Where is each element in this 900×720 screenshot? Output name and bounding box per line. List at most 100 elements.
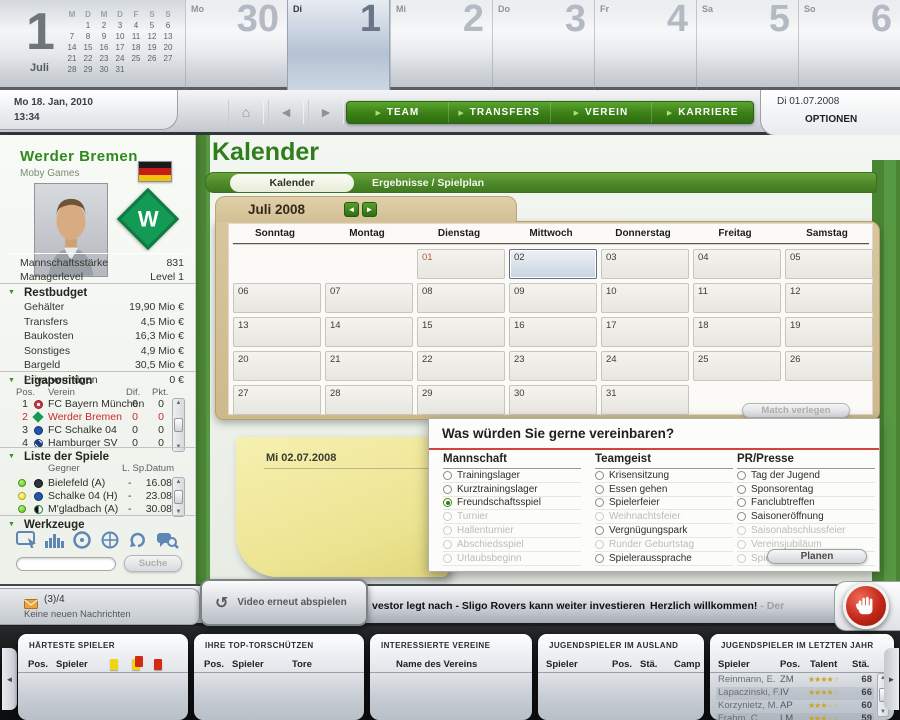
panel-scroll-right-button[interactable]: ► [884, 648, 899, 710]
dialog-option[interactable]: Spielerfeier [595, 497, 733, 511]
calendar-day-21[interactable]: 21 [325, 351, 413, 381]
back-button[interactable]: ◄ [268, 100, 304, 124]
calendar-day-02[interactable]: 02 [509, 249, 597, 279]
menu-item-karriere[interactable]: ▶ KARRIERE [651, 102, 753, 123]
liga-row[interactable]: 4 Hamburger SV 0 0 [0, 437, 170, 450]
dialog-option[interactable]: Sponsorentag [737, 483, 875, 497]
calendar-day-17[interactable]: 17 [601, 317, 689, 347]
day-strip-cell-mi[interactable]: Mi 2 [390, 0, 492, 90]
scroll-up-icon[interactable]: ▲ [175, 479, 182, 485]
section-werkzeuge[interactable]: ▼ Werkzeuge [0, 515, 196, 531]
calendar-day-06[interactable]: 06 [233, 283, 321, 313]
scroll-thumb[interactable] [174, 418, 183, 432]
menu-item-transfers[interactable]: ▶ TRANSFERS [447, 102, 550, 123]
dialog-option[interactable]: Trainingslager [443, 469, 581, 483]
calendar-day-28[interactable]: 28 [325, 385, 413, 415]
calendar-day-19[interactable]: 19 [785, 317, 873, 347]
menu-item-team[interactable]: ▶ TEAM [347, 102, 448, 123]
calendar-day-14[interactable]: 14 [325, 317, 413, 347]
section-spiele[interactable]: ▼ Liste der Spiele [0, 447, 196, 463]
replay-video-button[interactable]: ↺ Video erneut abspielen [200, 579, 368, 626]
calendar-day-25[interactable]: 25 [693, 351, 781, 381]
scroll-down-icon[interactable]: ▼ [175, 509, 182, 515]
dialog-option[interactable]: Krisensitzung [595, 469, 733, 483]
section-ligaposition[interactable]: ▼ Ligaposition [0, 371, 196, 387]
calendar-day-05[interactable]: 05 [785, 249, 873, 279]
calendar-day-30[interactable]: 30 [509, 385, 597, 415]
calendar-day-16[interactable]: 16 [509, 317, 597, 347]
calendar-day-07[interactable]: 07 [325, 283, 413, 313]
scroll-up-icon[interactable]: ▲ [880, 675, 886, 681]
dialog-option[interactable]: Freundschaftsspiel [443, 497, 581, 511]
calendar-day-09[interactable]: 09 [509, 283, 597, 313]
day-strip-cell-mo[interactable]: Mo 30 [185, 0, 287, 90]
disc-icon[interactable] [72, 531, 96, 551]
dialog-option[interactable]: Saisoneröffnung [737, 510, 875, 525]
search-input[interactable] [16, 557, 116, 571]
calendar-day-03[interactable]: 03 [601, 249, 689, 279]
calendar-day-29[interactable]: 29 [417, 385, 505, 415]
previous-month-button[interactable]: ◄ [344, 202, 359, 217]
tab-kalender[interactable]: Kalender [230, 174, 354, 192]
youth-player-row[interactable]: Frahm, C. LM ★★★★★ 59 [716, 713, 874, 720]
day-strip-cell-di[interactable]: Di 1 [287, 0, 390, 90]
liga-row[interactable]: 1 FC Bayern München 0 0 [0, 398, 170, 411]
dialog-option[interactable]: Essen gehen [595, 483, 733, 497]
day-strip-cell-fr[interactable]: Fr 4 [594, 0, 696, 90]
calendar-day-20[interactable]: 20 [233, 351, 321, 381]
dialog-option[interactable]: Kurztrainingslager [443, 483, 581, 497]
search-bubble-icon[interactable] [156, 531, 180, 551]
calendar-day-24[interactable]: 24 [601, 351, 689, 381]
next-month-button[interactable]: ► [362, 202, 377, 217]
dialog-option[interactable]: Tag der Jugend [737, 469, 875, 483]
liga-row[interactable]: 3 FC Schalke 04 0 0 [0, 424, 170, 437]
panel-scroll-left-button[interactable]: ◄ [2, 648, 17, 710]
liga-row[interactable]: 2 Werder Bremen 0 0 [0, 411, 170, 424]
calendar-day-04[interactable]: 04 [693, 249, 781, 279]
mail-status-block[interactable]: (3)/4 Keine neuen Nachrichten [0, 588, 200, 625]
search-button[interactable]: Suche [124, 555, 182, 572]
spiel-row[interactable]: Schalke 04 (H) - 23.08 [0, 490, 172, 503]
youth-player-row[interactable]: Korzynietz, M. AP ★★★★★ 60 [716, 700, 874, 713]
calendar-day-08[interactable]: 08 [417, 283, 505, 313]
spiel-row[interactable]: Bielefeld (A) - 16.08 [0, 477, 172, 490]
calendar-day-11[interactable]: 11 [693, 283, 781, 313]
screen-icon[interactable] [16, 531, 40, 551]
dialog-option[interactable]: Fanclubtreffen [737, 497, 875, 511]
day-strip-cell-sa[interactable]: Sa 5 [696, 0, 798, 90]
youth-player-row[interactable]: Lapaczinski, F. IV ★★★★★ 66 [716, 687, 874, 700]
section-restbudget[interactable]: ▼ Restbudget [0, 283, 196, 299]
home-button[interactable]: ⌂ [228, 100, 264, 124]
scroll-up-icon[interactable]: ▲ [175, 400, 182, 406]
calendar-day-31[interactable]: 31 [601, 385, 689, 415]
calendar-day-10[interactable]: 10 [601, 283, 689, 313]
scroll-down-icon[interactable]: ▼ [880, 709, 886, 715]
spiel-row[interactable]: M'gladbach (A) - 30.08 [0, 503, 172, 516]
calendar-day-22[interactable]: 22 [417, 351, 505, 381]
calendar-day-26[interactable]: 26 [785, 351, 873, 381]
tab-ergebnisse-spielplan[interactable]: Ergebnisse / Spielplan [372, 177, 485, 189]
dialog-option[interactable]: Vergnügungspark [595, 524, 733, 538]
refresh-icon[interactable] [128, 531, 152, 551]
planen-button[interactable]: Planen [767, 549, 867, 564]
calendar-day-12[interactable]: 12 [785, 283, 873, 313]
liga-scrollbar[interactable]: ▲ ▼ [172, 398, 185, 452]
spiele-scrollbar[interactable]: ▲ ▼ [172, 477, 185, 517]
scroll-thumb[interactable] [174, 490, 183, 504]
forward-button[interactable]: ► [308, 100, 344, 124]
options-button[interactable]: OPTIONEN [805, 114, 858, 125]
calendar-day-27[interactable]: 27 [233, 385, 321, 415]
dialog-option[interactable]: Spieleraussprache [595, 552, 733, 566]
menu-item-verein[interactable]: ▶ VEREIN [549, 102, 652, 123]
calendar-day-01[interactable]: 01 [417, 249, 505, 279]
calendar-day-15[interactable]: 15 [417, 317, 505, 347]
target-icon[interactable] [100, 531, 124, 551]
calendar-day-18[interactable]: 18 [693, 317, 781, 347]
stats-icon[interactable] [44, 531, 68, 551]
match-verlegen-button[interactable]: Match verlegen [742, 403, 850, 418]
day-strip-cell-so[interactable]: So 6 [798, 0, 900, 90]
calendar-day-13[interactable]: 13 [233, 317, 321, 347]
youth-player-row[interactable]: Reinmann, E. ZM ★★★★★ 68 [716, 674, 874, 687]
calendar-day-23[interactable]: 23 [509, 351, 597, 381]
day-strip-cell-do[interactable]: Do 3 [492, 0, 594, 90]
